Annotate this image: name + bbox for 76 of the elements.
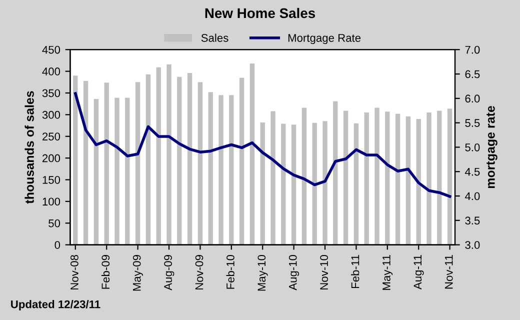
bar <box>312 122 317 245</box>
bar <box>187 73 192 245</box>
bar <box>426 112 432 245</box>
y2-tick-label: 3.0 <box>465 241 480 249</box>
chart-title: New Home Sales <box>205 8 316 18</box>
x-tick-label: Aug-11 <box>414 255 424 290</box>
bar <box>218 95 224 245</box>
line-series <box>74 92 452 198</box>
x-tick-label: Feb-10 <box>226 254 234 289</box>
bar <box>198 82 203 245</box>
bar <box>125 98 130 245</box>
legend-label: Mortgage Rate <box>288 34 361 44</box>
bar <box>302 108 307 245</box>
y-tick-label: 100 <box>42 198 60 206</box>
bar <box>322 121 328 245</box>
y-tick-label: 0 <box>54 241 60 249</box>
x-tick-label: May-09 <box>132 255 143 291</box>
bar <box>395 114 400 245</box>
bar <box>146 74 151 245</box>
x-tick-label: Nov-10 <box>320 254 328 290</box>
bar <box>354 123 359 245</box>
x-tick-label: Aug-09 <box>164 255 174 290</box>
bar <box>281 124 286 245</box>
y-tick-label: 250 <box>42 132 60 140</box>
bar <box>250 63 255 245</box>
y2-tick-label: 7.0 <box>465 46 480 54</box>
bar <box>208 92 213 245</box>
bar <box>229 95 234 245</box>
bar <box>406 116 411 245</box>
x-tick-label: Nov-09 <box>195 255 204 290</box>
bar <box>260 122 265 245</box>
bar <box>374 108 380 245</box>
y2-tick-label: 6.0 <box>465 94 480 103</box>
bar <box>270 111 276 245</box>
bar <box>104 82 109 245</box>
x-tick-label: Feb-11 <box>351 255 360 288</box>
y2-axis-title: mortgage rate <box>486 106 498 188</box>
bar <box>83 80 88 245</box>
y2-tick-label: 4.5 <box>464 168 480 176</box>
x-tick-label: May-11 <box>382 255 393 290</box>
y-tick-label: 150 <box>42 176 60 184</box>
bar <box>94 99 99 245</box>
bar <box>343 110 348 245</box>
x-tick-label: Aug-10 <box>288 254 299 290</box>
bar <box>73 76 78 245</box>
bar <box>291 124 296 245</box>
legend-label: Sales <box>201 34 228 42</box>
bar <box>135 82 140 245</box>
bar <box>437 110 442 245</box>
y-tick-label: 300 <box>42 110 60 119</box>
y2-tick-label: 4.0 <box>464 192 480 200</box>
x-tick-label: May-10 <box>258 254 268 291</box>
y2-tick-label: 3.5 <box>465 216 480 225</box>
bar <box>447 108 452 245</box>
bar <box>385 112 390 245</box>
x-tick-label: Nov-08 <box>70 255 78 290</box>
y-tick-label: 450 <box>42 46 60 54</box>
bar <box>333 101 338 245</box>
y2-tick-label: 6.5 <box>465 70 480 78</box>
bar <box>364 112 369 245</box>
bar <box>156 67 161 245</box>
text: Updated 12/23/11 <box>11 300 100 310</box>
y-tick-label: 200 <box>42 154 60 162</box>
y-axis-title: thousands of sales <box>24 91 34 204</box>
y2-tick-label: 5.0 <box>465 143 480 152</box>
x-tick-label: Feb-09 <box>101 255 110 289</box>
y-tick-label: 400 <box>42 68 60 76</box>
x-tick-label: Nov-11 <box>445 255 453 289</box>
bar <box>166 64 172 245</box>
bar <box>114 98 120 245</box>
bar <box>416 119 421 245</box>
y2-tick-label: 5.5 <box>465 119 480 127</box>
bar <box>177 76 182 245</box>
y-tick-label: 350 <box>42 89 60 98</box>
y-tick-label: 50 <box>48 219 60 228</box>
bar <box>239 78 244 245</box>
